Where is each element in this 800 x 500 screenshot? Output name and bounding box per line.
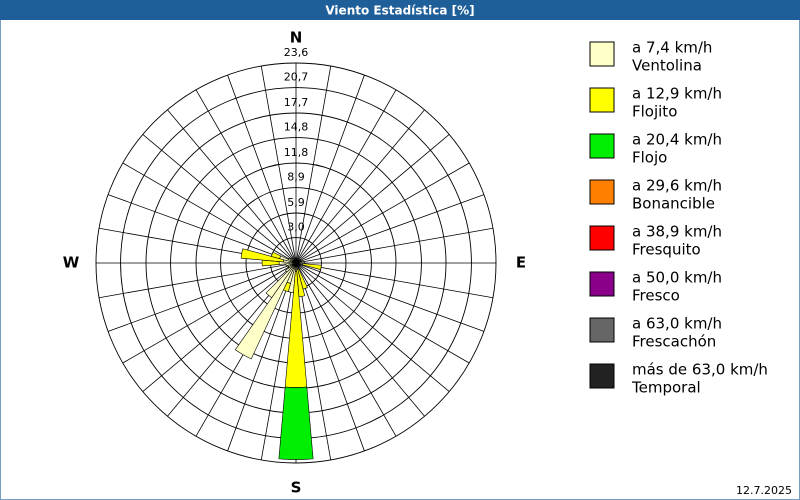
ring-label: 3,0 — [287, 221, 305, 234]
legend-swatch — [589, 317, 615, 343]
wedge — [294, 258, 297, 264]
legend-description: Flojito — [632, 103, 677, 121]
compass-label: S — [291, 479, 302, 497]
legend-label: más de 63,0 km/h — [632, 361, 768, 379]
wedge — [278, 386, 314, 460]
date: 12.7.2025 — [736, 484, 792, 497]
wedge — [271, 251, 282, 259]
ring-label: 11,8 — [284, 146, 309, 159]
ring-label: 14,8 — [284, 121, 309, 134]
legend-swatch — [589, 271, 615, 297]
legend-label: a 7,4 km/h — [632, 39, 712, 57]
legend-description: Flojo — [632, 149, 667, 167]
legend-description: Temporal — [631, 379, 701, 397]
legend-label: a 63,0 km/h — [632, 315, 722, 333]
legend-label: a 50,0 km/h — [632, 269, 722, 287]
legend-swatch — [589, 41, 615, 67]
ring-label: 17,7 — [284, 96, 309, 109]
ring-label: 23,6 — [284, 46, 309, 59]
ring-label: 20,7 — [284, 71, 309, 84]
compass-label: E — [516, 254, 526, 272]
legend-swatch — [589, 87, 615, 113]
ring-label: 5,9 — [287, 196, 305, 209]
compass-label: W — [63, 254, 80, 272]
wedge — [265, 262, 297, 299]
compass-label: N — [290, 29, 303, 47]
legend-label: a 20,4 km/h — [632, 131, 722, 149]
legend-label: a 12,9 km/h — [632, 85, 722, 103]
legend-swatch — [589, 179, 615, 205]
ring-label: 8,9 — [287, 171, 305, 184]
legend-description: Fresquito — [632, 241, 701, 259]
wedge — [302, 263, 322, 270]
legend-description: Fresco — [632, 287, 680, 305]
legend-description: Frescachón — [632, 333, 716, 351]
legend-description: Bonancible — [632, 195, 715, 213]
legend-label: a 29,6 km/h — [632, 177, 722, 195]
ring — [95, 62, 497, 464]
legend-description: Ventolina — [632, 57, 702, 75]
legend-swatch — [589, 363, 615, 389]
legend-swatch — [589, 225, 615, 251]
legend-label: a 38,9 km/h — [632, 223, 722, 241]
title-bar — [0, 0, 800, 20]
chart-title: Viento Estadística [%] — [325, 4, 474, 18]
legend-swatch — [589, 133, 615, 159]
